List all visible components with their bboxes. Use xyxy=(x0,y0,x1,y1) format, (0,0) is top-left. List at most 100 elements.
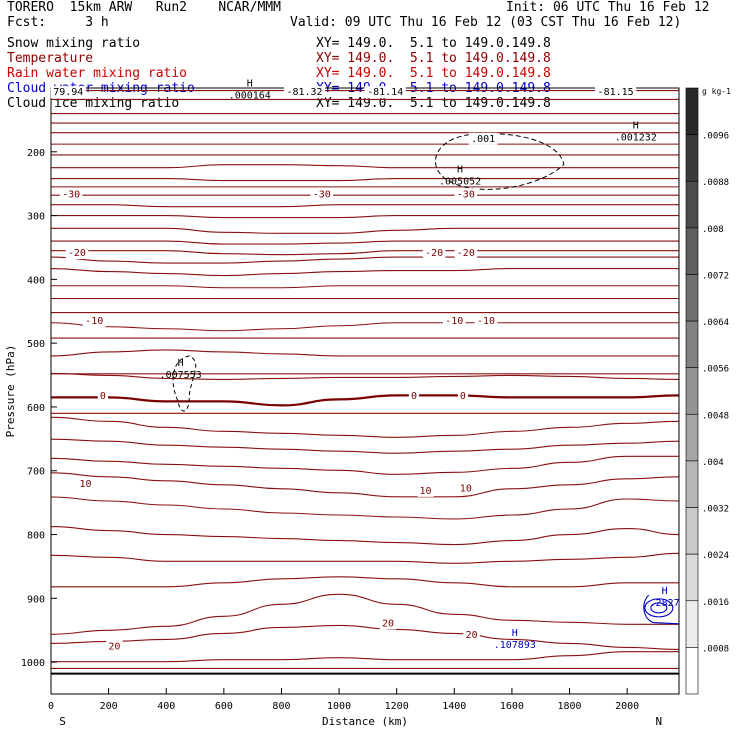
contour-labels: -30 -30 -30 -20 -20 -20 -10 -10 -10 0 0 0 10 10 10 20 20… xyxy=(50,78,680,653)
isotherm-label: 20 xyxy=(466,630,478,641)
colorbar-tick-label: .0024 xyxy=(702,551,729,561)
extremum-value: .005052 xyxy=(439,176,481,187)
temperature-isotherm xyxy=(50,593,679,635)
temperature-isotherm xyxy=(51,204,679,208)
colorbar-swatch xyxy=(685,647,699,695)
colorbar-swatch xyxy=(685,274,699,322)
x-axis-label: Distance (km) xyxy=(322,715,408,728)
temperature-isotherm xyxy=(50,496,680,520)
colorbar-swatch xyxy=(685,553,699,602)
x-tick-label: 1800 xyxy=(557,701,581,712)
top-boundary-label: -81.15 xyxy=(598,87,634,98)
isotherm-label-bg xyxy=(59,188,83,201)
colorbar-swatch xyxy=(685,134,699,182)
y-tick-label: 800 xyxy=(27,531,45,542)
x-tick-label: 0 xyxy=(48,701,54,712)
forecast-hour: Fcst: 3 h xyxy=(7,15,109,30)
colorbar-tick-label: .0032 xyxy=(702,505,729,515)
valid-time: Valid: 09 UTC Thu 16 Feb 12 (03 CST Thu … xyxy=(290,15,682,30)
model-title: TORERO 15km ARW Run2 NCAR/MMM xyxy=(7,0,281,15)
isotherm-label-bg xyxy=(77,477,94,490)
isotherm-label-bg xyxy=(422,246,446,259)
isotherm-label-bg xyxy=(463,629,480,642)
colorbar-swatch xyxy=(685,367,699,415)
isotherm-label: 0 xyxy=(460,391,466,402)
extremum-value: .007553 xyxy=(160,370,202,381)
isotherm-label-bg xyxy=(310,188,334,201)
temperature-isotherm xyxy=(51,250,679,256)
isotherm-label: -10 xyxy=(477,316,495,327)
top-boundary-label-bg xyxy=(50,86,86,99)
cloud-water-contour xyxy=(650,602,668,614)
colorbar: .0096 .0088 .008 .0072 .0064 .0056 .0048 .004 .0… xyxy=(685,87,731,695)
temperature-isotherm xyxy=(50,472,680,498)
legend-temperature-name: Temperature xyxy=(7,51,94,66)
temperature-isotherm xyxy=(51,394,680,407)
isotherm-label: -20 xyxy=(425,248,443,259)
cloud-water-contour xyxy=(644,598,674,618)
y-tick-label: 1000 xyxy=(21,658,45,669)
extremum-value: .107893 xyxy=(494,640,536,651)
isotherm-label: 10 xyxy=(80,479,92,490)
top-boundary-label: -81.14 xyxy=(367,87,403,98)
temperature-isotherm xyxy=(50,372,680,380)
isotherm-label: -10 xyxy=(445,316,463,327)
temperature-isotherm xyxy=(50,438,680,454)
isotherm-label: 20 xyxy=(382,619,394,630)
colorbar-swatch xyxy=(685,507,699,555)
x-tick-label: 1400 xyxy=(442,701,466,712)
isotherm-label-bg xyxy=(454,246,478,259)
temperature-isotherm xyxy=(50,624,680,650)
extremum-value: .000164 xyxy=(229,90,271,101)
isotherm-label-bg xyxy=(443,315,466,328)
colorbar-tick-label: .0056 xyxy=(702,365,729,375)
x-tick-label: 800 xyxy=(272,701,290,712)
y-axis-label: Pressure (hPa) xyxy=(4,345,17,438)
isotherm-label: -20 xyxy=(457,248,475,259)
colorbar-tick-label: .0072 xyxy=(702,271,729,281)
colorbar-swatch xyxy=(685,87,699,135)
colorbar-tick-label: .0048 xyxy=(702,411,729,421)
x-tick-label: 1000 xyxy=(327,701,351,712)
colorbar-tick-label: .0064 xyxy=(702,318,729,328)
temperature-isotherm xyxy=(51,215,679,219)
x-tick-label: 1600 xyxy=(500,701,524,712)
isotherm-label: -30 xyxy=(457,189,475,200)
legend-rain-xy: XY= 149.0. 5.1 to 149.0.149.8 xyxy=(316,66,551,81)
temperature-isotherm xyxy=(51,240,679,245)
extremum-marker: H xyxy=(512,628,518,639)
isotherm-label: -10 xyxy=(85,316,103,327)
legend-snow-name: Snow mixing ratio xyxy=(7,36,141,51)
isotherm-label: 10 xyxy=(460,483,472,494)
temperature-isotherm xyxy=(50,525,680,546)
extremum-marker: H xyxy=(457,164,463,175)
y-tick-label: 500 xyxy=(27,339,45,350)
temperature-isotherm xyxy=(50,267,679,277)
colorbar-swatch xyxy=(685,600,699,648)
temperature-isotherm xyxy=(51,285,679,289)
temperature-isotherm xyxy=(50,552,680,564)
legend-snow-xy: XY= 149.0. 5.1 to 149.0.149.8 xyxy=(316,36,551,51)
axes: 0 200 400 600 800 1000 1200 1400 1600 1800 2000200… xyxy=(4,87,680,728)
isotherm-label: -20 xyxy=(68,248,86,259)
moisture-contours xyxy=(172,133,680,625)
top-boundary-label-bg xyxy=(364,86,406,99)
isotherm-label: 0 xyxy=(411,391,417,402)
isotherm-label-bg xyxy=(408,389,420,402)
temperature-isotherm xyxy=(51,178,680,182)
temperature-isotherm xyxy=(50,256,679,264)
top-boundary-label-bg xyxy=(595,86,637,99)
extremum-marker: H xyxy=(178,358,184,369)
temperature-isotherm xyxy=(50,349,679,357)
top-boundary-label: -81.32 xyxy=(286,87,322,98)
colorbar-tick-label: .0088 xyxy=(702,178,729,188)
temperature-isotherm xyxy=(50,455,679,475)
isotherm-label: -30 xyxy=(62,189,80,200)
isotherm-label: -30 xyxy=(313,189,331,200)
colorbar-swatch xyxy=(685,227,699,275)
isotherm-label-bg xyxy=(106,640,123,653)
isotherm-label-bg xyxy=(457,389,469,402)
temperature-contours xyxy=(50,90,680,675)
init-time: Init: 06 UTC Thu 16 Feb 12 xyxy=(506,0,710,15)
